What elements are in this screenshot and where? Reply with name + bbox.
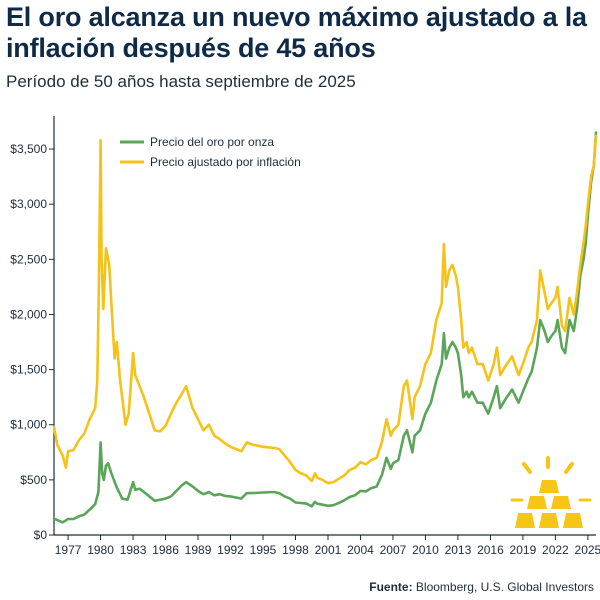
x-tick-label: 2016 bbox=[477, 543, 504, 557]
source-text: Bloomberg, U.S. Global Investors bbox=[412, 580, 594, 594]
chart-subtitle: Período de 50 años hasta septiembre de 2… bbox=[6, 72, 356, 91]
y-tick-label: $0 bbox=[34, 528, 48, 542]
y-tick-label: $2,500 bbox=[10, 252, 47, 266]
x-tick-label: 2007 bbox=[380, 543, 407, 557]
x-tick-label: 1983 bbox=[120, 543, 147, 557]
x-tick-label: 2025 bbox=[575, 543, 600, 557]
x-tick-label: 1980 bbox=[87, 543, 114, 557]
x-tick-label: 1986 bbox=[152, 543, 179, 557]
y-tick-label: $1,500 bbox=[10, 363, 47, 377]
x-tick-label: 2022 bbox=[542, 543, 569, 557]
chart-title: El oro alcanza un nuevo máximo ajustado … bbox=[6, 2, 587, 63]
series-line-adjusted bbox=[52, 134, 598, 485]
series-line-nominal bbox=[52, 131, 598, 524]
y-tick-label: $3,500 bbox=[10, 142, 47, 156]
x-tick-label: 2010 bbox=[412, 543, 439, 557]
x-tick-label: 2013 bbox=[445, 543, 472, 557]
x-tick-label: 2019 bbox=[510, 543, 537, 557]
chart-lines bbox=[52, 131, 598, 524]
y-tick-label: $500 bbox=[20, 473, 47, 487]
chart-axes: $0 $500 $1,000 $1,500 $2,000 $2,500 $3,000 $3,5… bbox=[10, 116, 600, 557]
x-tick-label: 2001 bbox=[315, 543, 342, 557]
x-tick-label: 2004 bbox=[347, 543, 374, 557]
y-tick-label: $1,000 bbox=[10, 418, 47, 432]
y-tick-label: $2,000 bbox=[10, 307, 47, 321]
gold-bars-icon bbox=[510, 456, 592, 528]
x-tick-label: 1989 bbox=[185, 543, 212, 557]
y-tick-label: $3,000 bbox=[10, 197, 47, 211]
x-tick-label: 1992 bbox=[217, 543, 244, 557]
x-tick-label: 1995 bbox=[250, 543, 277, 557]
legend-label: Precio del oro por onza bbox=[150, 135, 274, 149]
source-note: Fuente: Bloomberg, U.S. Global Investors bbox=[369, 580, 594, 594]
chart-legend: Precio del oro por onza Precio ajustado p… bbox=[120, 135, 301, 169]
source-label: Fuente: bbox=[369, 580, 413, 594]
x-tick-label: 1977 bbox=[55, 543, 82, 557]
x-tick-label: 1998 bbox=[282, 543, 309, 557]
legend-label: Precio ajustado por inflación bbox=[150, 155, 301, 169]
